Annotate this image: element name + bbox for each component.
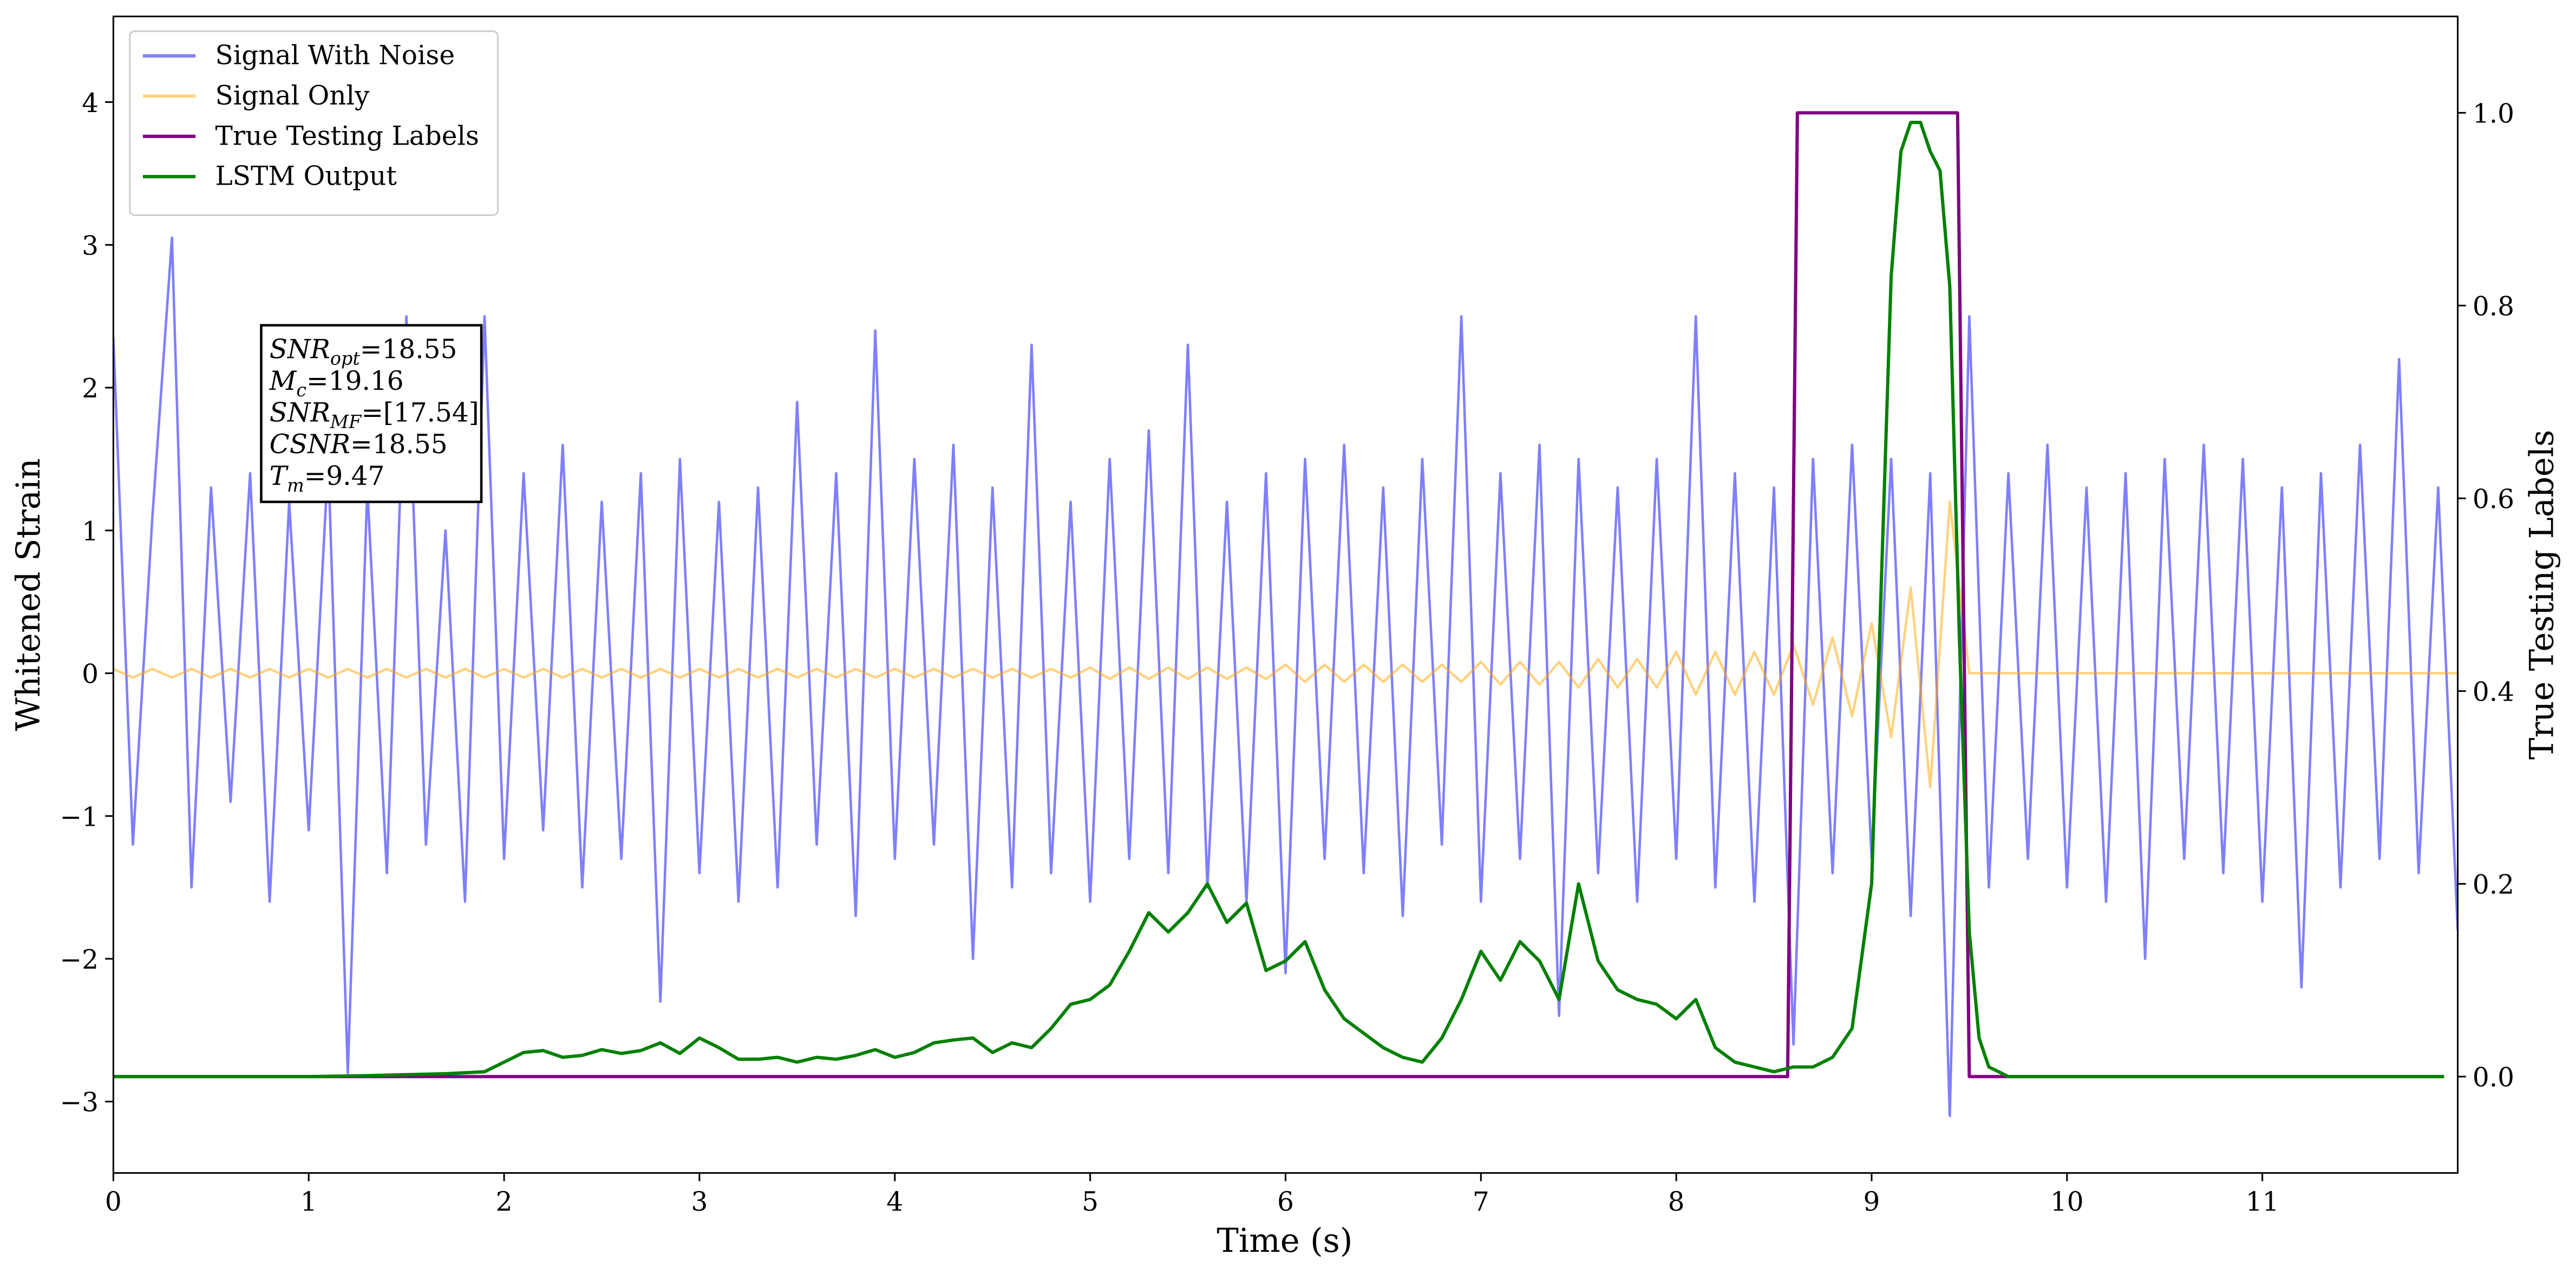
annotation-rest: =9.47 xyxy=(304,461,385,492)
annotation-line: SNRMF=[17.54] xyxy=(270,398,479,433)
annotation-math: SNR xyxy=(270,334,330,364)
annotation-box xyxy=(260,324,483,504)
x-tick-label: 5 xyxy=(1082,1187,1099,1217)
annotation-math: CSNR xyxy=(270,429,350,460)
y-tick-label: −3 xyxy=(60,1088,99,1118)
annotation-line: SNRopt=18.55 xyxy=(270,334,457,369)
annotation-line: Tm=9.47 xyxy=(270,461,385,496)
annotation-sub: c xyxy=(296,380,306,401)
y-axis-label: Whitened Strain xyxy=(10,458,48,731)
annotation-rest: =19.16 xyxy=(306,366,404,396)
y-tick-label: 0 xyxy=(82,659,99,690)
y2-tick-label: 1.0 xyxy=(2473,99,2514,129)
y2-tick-label: 0.6 xyxy=(2473,485,2514,515)
series-line xyxy=(113,121,2444,1079)
annotation-line: CSNR=18.55 xyxy=(270,429,448,460)
legend-label: Signal Only xyxy=(215,81,370,111)
series-line xyxy=(113,500,2458,789)
x-tick-label: 6 xyxy=(1277,1187,1294,1217)
x-tick-label: 2 xyxy=(496,1187,513,1217)
annotation-rest: =18.55 xyxy=(360,334,457,364)
x-tick-label: 10 xyxy=(2050,1187,2084,1217)
x-axis-label: Time (s) xyxy=(1217,1222,1352,1260)
legend-label: Signal With Noise xyxy=(215,41,455,71)
x-tick-label: 4 xyxy=(886,1187,903,1217)
annotation-line: Mc=19.16 xyxy=(269,366,404,401)
y-tick-label: 2 xyxy=(82,374,99,404)
annotation-math: M xyxy=(269,366,297,396)
legend-box xyxy=(129,30,499,216)
y-tick-label: 3 xyxy=(82,231,99,261)
y-tick-label: −1 xyxy=(60,802,99,832)
y2-axis-label: True Testing Labels xyxy=(2523,430,2561,760)
plot-frame xyxy=(112,15,2459,1174)
y-tick-label: 4 xyxy=(82,88,99,119)
x-tick-label: 3 xyxy=(691,1187,708,1217)
annotation-rest: =18.55 xyxy=(350,429,448,460)
y2-tick-label: 0.8 xyxy=(2473,292,2514,322)
y-tick-label: −2 xyxy=(60,945,99,975)
y2-tick-label: 0.0 xyxy=(2473,1063,2514,1093)
y2-tick-label: 0.4 xyxy=(2473,677,2514,708)
legend-label: LSTM Output xyxy=(215,161,397,192)
y2-tick-label: 0.2 xyxy=(2473,870,2514,900)
legend-label: True Testing Labels xyxy=(215,121,479,151)
annotation-math: T xyxy=(270,461,289,492)
annotation-rest: =[17.54] xyxy=(361,398,479,428)
annotation-sub: opt xyxy=(330,348,360,369)
annotation-sub: m xyxy=(287,475,304,496)
x-tick-label: 9 xyxy=(1864,1187,1880,1217)
annotation-sub: MF xyxy=(330,411,362,433)
x-tick-label: 11 xyxy=(2246,1187,2279,1217)
x-tick-label: 7 xyxy=(1473,1187,1489,1217)
x-tick-label: 0 xyxy=(105,1187,122,1217)
x-tick-label: 8 xyxy=(1668,1187,1685,1217)
series-line xyxy=(113,236,2458,1118)
annotation-math: SNR xyxy=(270,398,330,428)
y-tick-label: 1 xyxy=(82,517,99,547)
x-tick-label: 1 xyxy=(300,1187,317,1217)
